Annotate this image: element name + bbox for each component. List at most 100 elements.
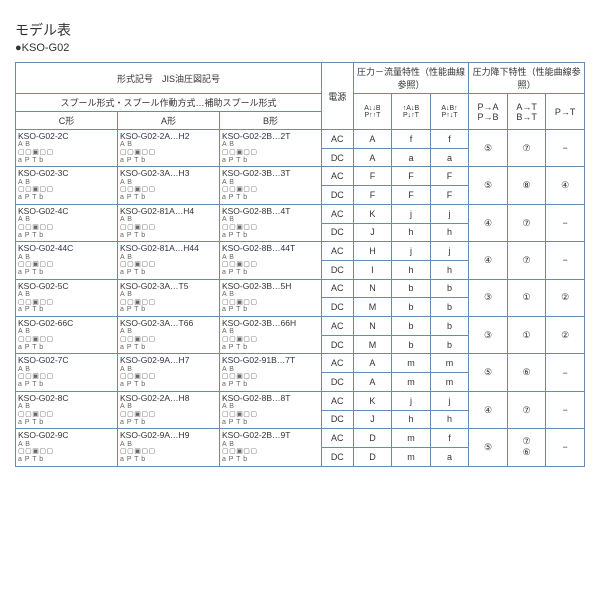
pd-value: ⑧: [507, 167, 546, 204]
model-code: KSO-G02-3C: [18, 169, 115, 178]
header-pf-dia-1: ↑A↓B P↓↑T: [392, 94, 431, 130]
hydraulic-symbol: ▢▢▣▢▢: [18, 299, 115, 307]
pf-value: b: [392, 335, 431, 354]
pf-value: m: [430, 373, 469, 392]
model-code: KSO-G02-5C: [18, 282, 115, 291]
table-row: KSO-G02-66C A B▢▢▣▢▢a P T bKSO-G02-3A…T6…: [16, 317, 585, 336]
header-spool: スプール形式・スプール作動方式…補助スプール形式: [16, 94, 322, 112]
hydraulic-symbol: ▢▢▣▢▢: [222, 336, 319, 344]
model-cell: KSO-G02-3B…5H A B▢▢▣▢▢a P T b: [219, 279, 321, 316]
model-cell: KSO-G02-66C A B▢▢▣▢▢a P T b: [16, 317, 118, 354]
hydraulic-symbol: a P T b: [222, 419, 319, 427]
hydraulic-symbol: a P T b: [120, 157, 217, 165]
pf-value: F: [392, 186, 431, 205]
power-source: DC: [321, 223, 353, 242]
pf-value: j: [392, 391, 431, 410]
hydraulic-symbol: ▢▢▣▢▢: [18, 261, 115, 269]
pf-value: j: [430, 391, 469, 410]
power-source: DC: [321, 373, 353, 392]
pf-value: h: [392, 223, 431, 242]
hydraulic-symbol: A B: [120, 441, 217, 449]
pd-value: ⑦: [507, 242, 546, 279]
model-code: KSO-G02-66C: [18, 319, 115, 328]
hydraulic-symbol: a P T b: [222, 381, 319, 389]
pf-value: m: [430, 354, 469, 373]
pd-value: ④: [469, 204, 508, 241]
header-a-type: A形: [117, 112, 219, 130]
pf-value: b: [392, 298, 431, 317]
header-pf-dia-2: A↓B↑ P↑↓T: [430, 94, 469, 130]
hydraulic-symbol: A B: [120, 216, 217, 224]
model-cell: KSO-G02-8B…4T A B▢▢▣▢▢a P T b: [219, 204, 321, 241]
power-source: DC: [321, 335, 353, 354]
pd-value: ⑦: [507, 204, 546, 241]
model-code: KSO-G02-91B…7T: [222, 356, 319, 365]
model-code: KSO-G02-3B…3T: [222, 169, 319, 178]
power-source: AC: [321, 204, 353, 223]
pf-value: F: [430, 167, 469, 186]
model-cell: KSO-G02-81A…H44 A B▢▢▣▢▢a P T b: [117, 242, 219, 279]
hydraulic-symbol: A B: [120, 328, 217, 336]
pd-value: ③: [469, 279, 508, 316]
hydraulic-symbol: ▢▢▣▢▢: [120, 261, 217, 269]
hydraulic-symbol: ▢▢▣▢▢: [18, 448, 115, 456]
table-row: KSO-G02-9C A B▢▢▣▢▢a P T bKSO-G02-9A…H9 …: [16, 429, 585, 448]
header-power: 電源: [321, 63, 353, 130]
hydraulic-symbol: A B: [18, 403, 115, 411]
power-source: DC: [321, 148, 353, 167]
hydraulic-symbol: ▢▢▣▢▢: [222, 373, 319, 381]
hydraulic-symbol: a P T b: [120, 344, 217, 352]
header-c-type: C形: [16, 112, 118, 130]
model-code: KSO-G02-81A…H4: [120, 207, 217, 216]
hydraulic-symbol: A B: [222, 254, 319, 262]
hydraulic-symbol: a P T b: [222, 157, 319, 165]
model-cell: KSO-G02-5C A B▢▢▣▢▢a P T b: [16, 279, 118, 316]
hydraulic-symbol: ▢▢▣▢▢: [222, 224, 319, 232]
model-code: KSO-G02-2C: [18, 132, 115, 141]
pf-value: a: [392, 148, 431, 167]
pf-value: h: [392, 410, 431, 429]
pd-value: ④: [469, 242, 508, 279]
pf-value: a: [430, 148, 469, 167]
table-row: KSO-G02-3C A B▢▢▣▢▢a P T bKSO-G02-3A…H3 …: [16, 167, 585, 186]
hydraulic-symbol: a P T b: [18, 456, 115, 464]
model-code: KSO-G02-44C: [18, 244, 115, 253]
pf-value: f: [430, 130, 469, 149]
pf-value: N: [353, 279, 392, 298]
hydraulic-symbol: ▢▢▣▢▢: [18, 373, 115, 381]
pd-value: ④: [469, 391, 508, 428]
hydraulic-symbol: ▢▢▣▢▢: [222, 411, 319, 419]
hydraulic-symbol: a P T b: [120, 194, 217, 202]
pd-value: ⑥: [507, 354, 546, 391]
hydraulic-symbol: ▢▢▣▢▢: [18, 224, 115, 232]
pd-value: −: [546, 242, 585, 279]
hydraulic-symbol: a P T b: [120, 419, 217, 427]
pf-value: j: [392, 242, 431, 261]
model-cell: KSO-G02-3B…66H A B▢▢▣▢▢a P T b: [219, 317, 321, 354]
hydraulic-symbol: a P T b: [222, 306, 319, 314]
hydraulic-symbol: A B: [120, 291, 217, 299]
pf-value: j: [430, 204, 469, 223]
hydraulic-symbol: A B: [222, 179, 319, 187]
model-cell: KSO-G02-81A…H4 A B▢▢▣▢▢a P T b: [117, 204, 219, 241]
power-source: AC: [321, 167, 353, 186]
pf-value: b: [430, 279, 469, 298]
hydraulic-symbol: A B: [120, 141, 217, 149]
model-cell: KSO-G02-3A…H3 A B▢▢▣▢▢a P T b: [117, 167, 219, 204]
model-cell: KSO-G02-7C A B▢▢▣▢▢a P T b: [16, 354, 118, 391]
model-cell: KSO-G02-2A…H2 A B▢▢▣▢▢a P T b: [117, 130, 219, 167]
model-cell: KSO-G02-8C A B▢▢▣▢▢a P T b: [16, 391, 118, 428]
model-code: KSO-G02-2A…H2: [120, 132, 217, 141]
hydraulic-symbol: ▢▢▣▢▢: [120, 411, 217, 419]
pf-value: M: [353, 298, 392, 317]
power-source: DC: [321, 410, 353, 429]
header-b-type: B形: [219, 112, 321, 130]
hydraulic-symbol: a P T b: [222, 269, 319, 277]
power-source: DC: [321, 260, 353, 279]
power-source: AC: [321, 279, 353, 298]
header-pd-col1: P→A P→B: [469, 94, 508, 130]
pf-value: m: [392, 373, 431, 392]
model-code: KSO-G02-81A…H44: [120, 244, 217, 253]
hydraulic-symbol: a P T b: [120, 232, 217, 240]
pf-value: h: [430, 223, 469, 242]
